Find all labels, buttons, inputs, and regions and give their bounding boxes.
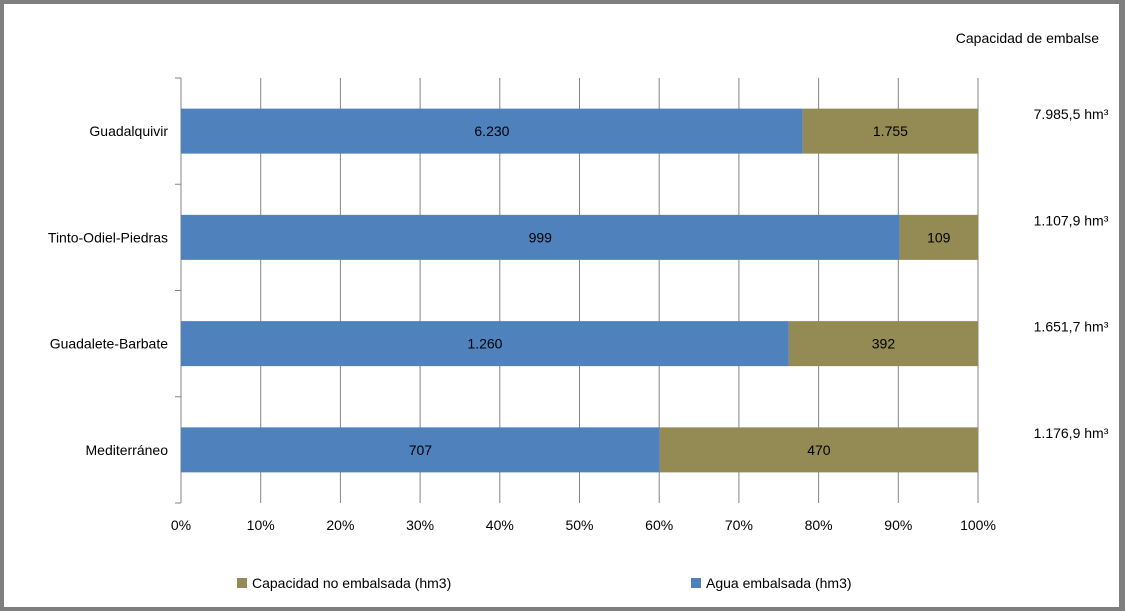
category-label: Mediterráneo [86, 442, 169, 458]
bars [181, 108, 978, 473]
bar-capacidad-no-embalsada [802, 108, 978, 154]
legend-item-agua: Agua embalsada (hm3) [691, 575, 852, 591]
legend-swatch-capacidad [237, 578, 247, 588]
data-label: 999 [529, 229, 553, 245]
capacity-label: 7.985,5 hm³ [1034, 106, 1109, 122]
x-tick-label: 60% [645, 517, 673, 533]
category-label: Guadalquivir [89, 123, 168, 139]
x-tick-label: 100% [960, 517, 996, 533]
category-label: Tinto-Odiel-Piedras [48, 229, 168, 245]
x-tick-label: 10% [247, 517, 275, 533]
x-tick-label: 90% [884, 517, 912, 533]
x-tick-label: 30% [406, 517, 434, 533]
data-label: 470 [807, 442, 831, 458]
x-tick-label: 70% [725, 517, 753, 533]
x-tick-label: 80% [805, 517, 833, 533]
bar-agua-embalsada [181, 108, 803, 154]
data-label: 392 [872, 336, 896, 352]
data-label: 707 [409, 442, 433, 458]
x-tick-label: 40% [486, 517, 514, 533]
capacity-label: 1.651,7 hm³ [1034, 319, 1109, 335]
legend-label-agua: Agua embalsada (hm3) [706, 575, 852, 591]
capacity-label: 1.176,9 hm³ [1034, 425, 1109, 441]
x-tick-label: 50% [565, 517, 593, 533]
category-label: Guadalete-Barbate [50, 336, 169, 352]
capacity-header: Capacidad de embalse [955, 30, 1099, 46]
x-tick-label: 0% [171, 517, 191, 533]
legend-swatch-agua [691, 578, 701, 588]
x-tick-label: 20% [326, 517, 354, 533]
y-axis [175, 77, 182, 504]
bar-capacidad-no-embalsada [659, 427, 978, 473]
data-label: 1.260 [467, 336, 502, 352]
bar-capacidad-no-embalsada [788, 321, 978, 367]
data-label: 6.230 [474, 123, 509, 139]
data-label: 1.755 [873, 123, 908, 139]
data-label: 109 [927, 229, 951, 245]
bar-agua-embalsada [181, 321, 789, 367]
bar-agua-embalsada [181, 427, 660, 473]
bar-agua-embalsada [181, 214, 900, 260]
legend-label-capacidad: Capacidad no embalsada (hm3) [252, 575, 452, 591]
capacity-label: 1.107,9 hm³ [1034, 212, 1109, 228]
bar-capacidad-no-embalsada [899, 214, 978, 260]
legend-item-capacidad: Capacidad no embalsada (hm3) [237, 575, 451, 591]
labels: 0% 10% 20% 30% 40% 50% 60% 70% 80% 90% 100% 6.230 1.… [48, 106, 1109, 533]
